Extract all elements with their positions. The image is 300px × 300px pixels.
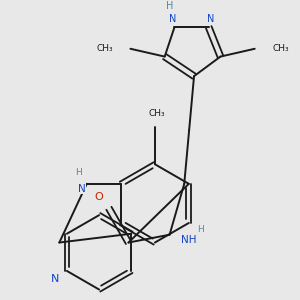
Text: H: H (166, 1, 173, 11)
Text: O: O (95, 191, 103, 202)
Text: CH₃: CH₃ (96, 44, 113, 53)
Text: N: N (169, 14, 176, 24)
Text: NH: NH (182, 235, 197, 244)
Text: H: H (76, 168, 82, 177)
Text: CH₃: CH₃ (148, 109, 165, 118)
Text: CH₃: CH₃ (272, 44, 289, 53)
Text: N: N (51, 274, 59, 284)
Text: N: N (78, 184, 86, 194)
Text: H: H (197, 225, 204, 234)
Text: N: N (207, 14, 214, 24)
